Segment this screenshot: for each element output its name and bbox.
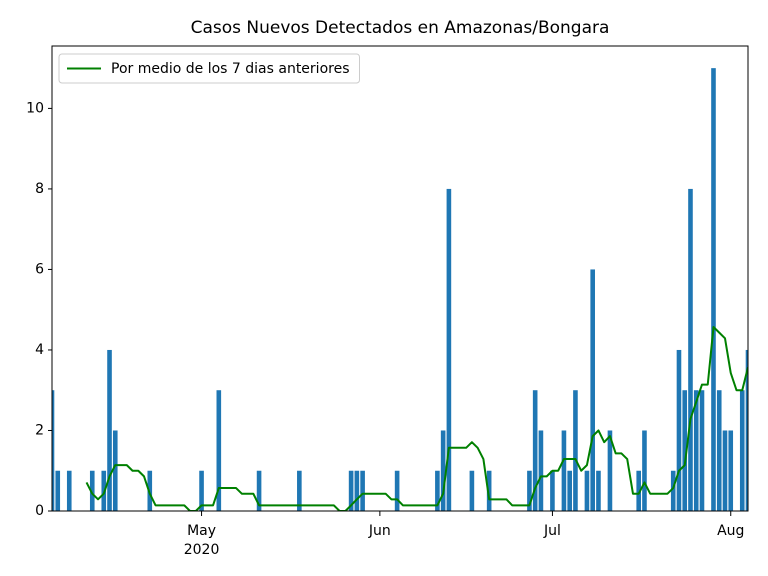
bar [688,188,693,511]
bar [469,470,475,511]
bar [584,470,590,511]
y-tick-label: 6 [35,261,44,277]
legend-label: Por medio de los 7 dias anteriores [111,61,350,77]
x-tick-label: Jun [368,523,391,539]
moving-average-line [85,326,748,511]
bar [112,430,118,511]
bar [670,470,676,511]
bar [693,390,699,511]
plot-area [52,68,748,511]
bar [532,390,538,511]
x-tick-label: Jul [543,523,561,539]
bar [550,470,555,511]
x-tick-label: Aug [717,523,744,539]
y-tick-label: 0 [35,503,44,519]
bar [567,470,572,511]
bar [682,390,688,511]
bar [573,390,578,511]
bar [66,470,72,511]
bar [699,390,705,511]
y-tick-label: 8 [35,181,44,197]
bar [55,470,61,511]
axes-frame [51,45,749,512]
bar [446,188,452,511]
bar [256,470,262,511]
bar [607,430,613,511]
bar [538,430,544,511]
bar [486,470,492,511]
bar [107,349,112,511]
y-tick-label: 2 [35,422,44,438]
y-tick-label: 4 [35,342,44,358]
bar [711,68,716,511]
bar [360,470,365,511]
y-tick-label: 10 [26,100,44,116]
bar [590,269,595,511]
bar [596,470,601,511]
bar [745,349,748,511]
bar [642,430,647,511]
bar [354,470,360,511]
bar [722,430,728,511]
bar [739,390,745,511]
bar [52,390,55,511]
bar [636,470,642,511]
bar [440,430,446,511]
bar [297,470,302,511]
bar [435,470,440,511]
bar [216,390,222,511]
bar [527,470,532,511]
bar [89,470,95,511]
bar [676,349,682,511]
chart-title: Casos Nuevos Detectados en Amazonas/Bong… [191,18,610,38]
bar [716,390,722,511]
x-tick-label: May 2020 [184,523,220,558]
bar [199,470,204,511]
legend-box [58,53,360,84]
bar [348,470,354,511]
bar [561,430,567,511]
bar [394,470,400,511]
bar [728,430,734,511]
